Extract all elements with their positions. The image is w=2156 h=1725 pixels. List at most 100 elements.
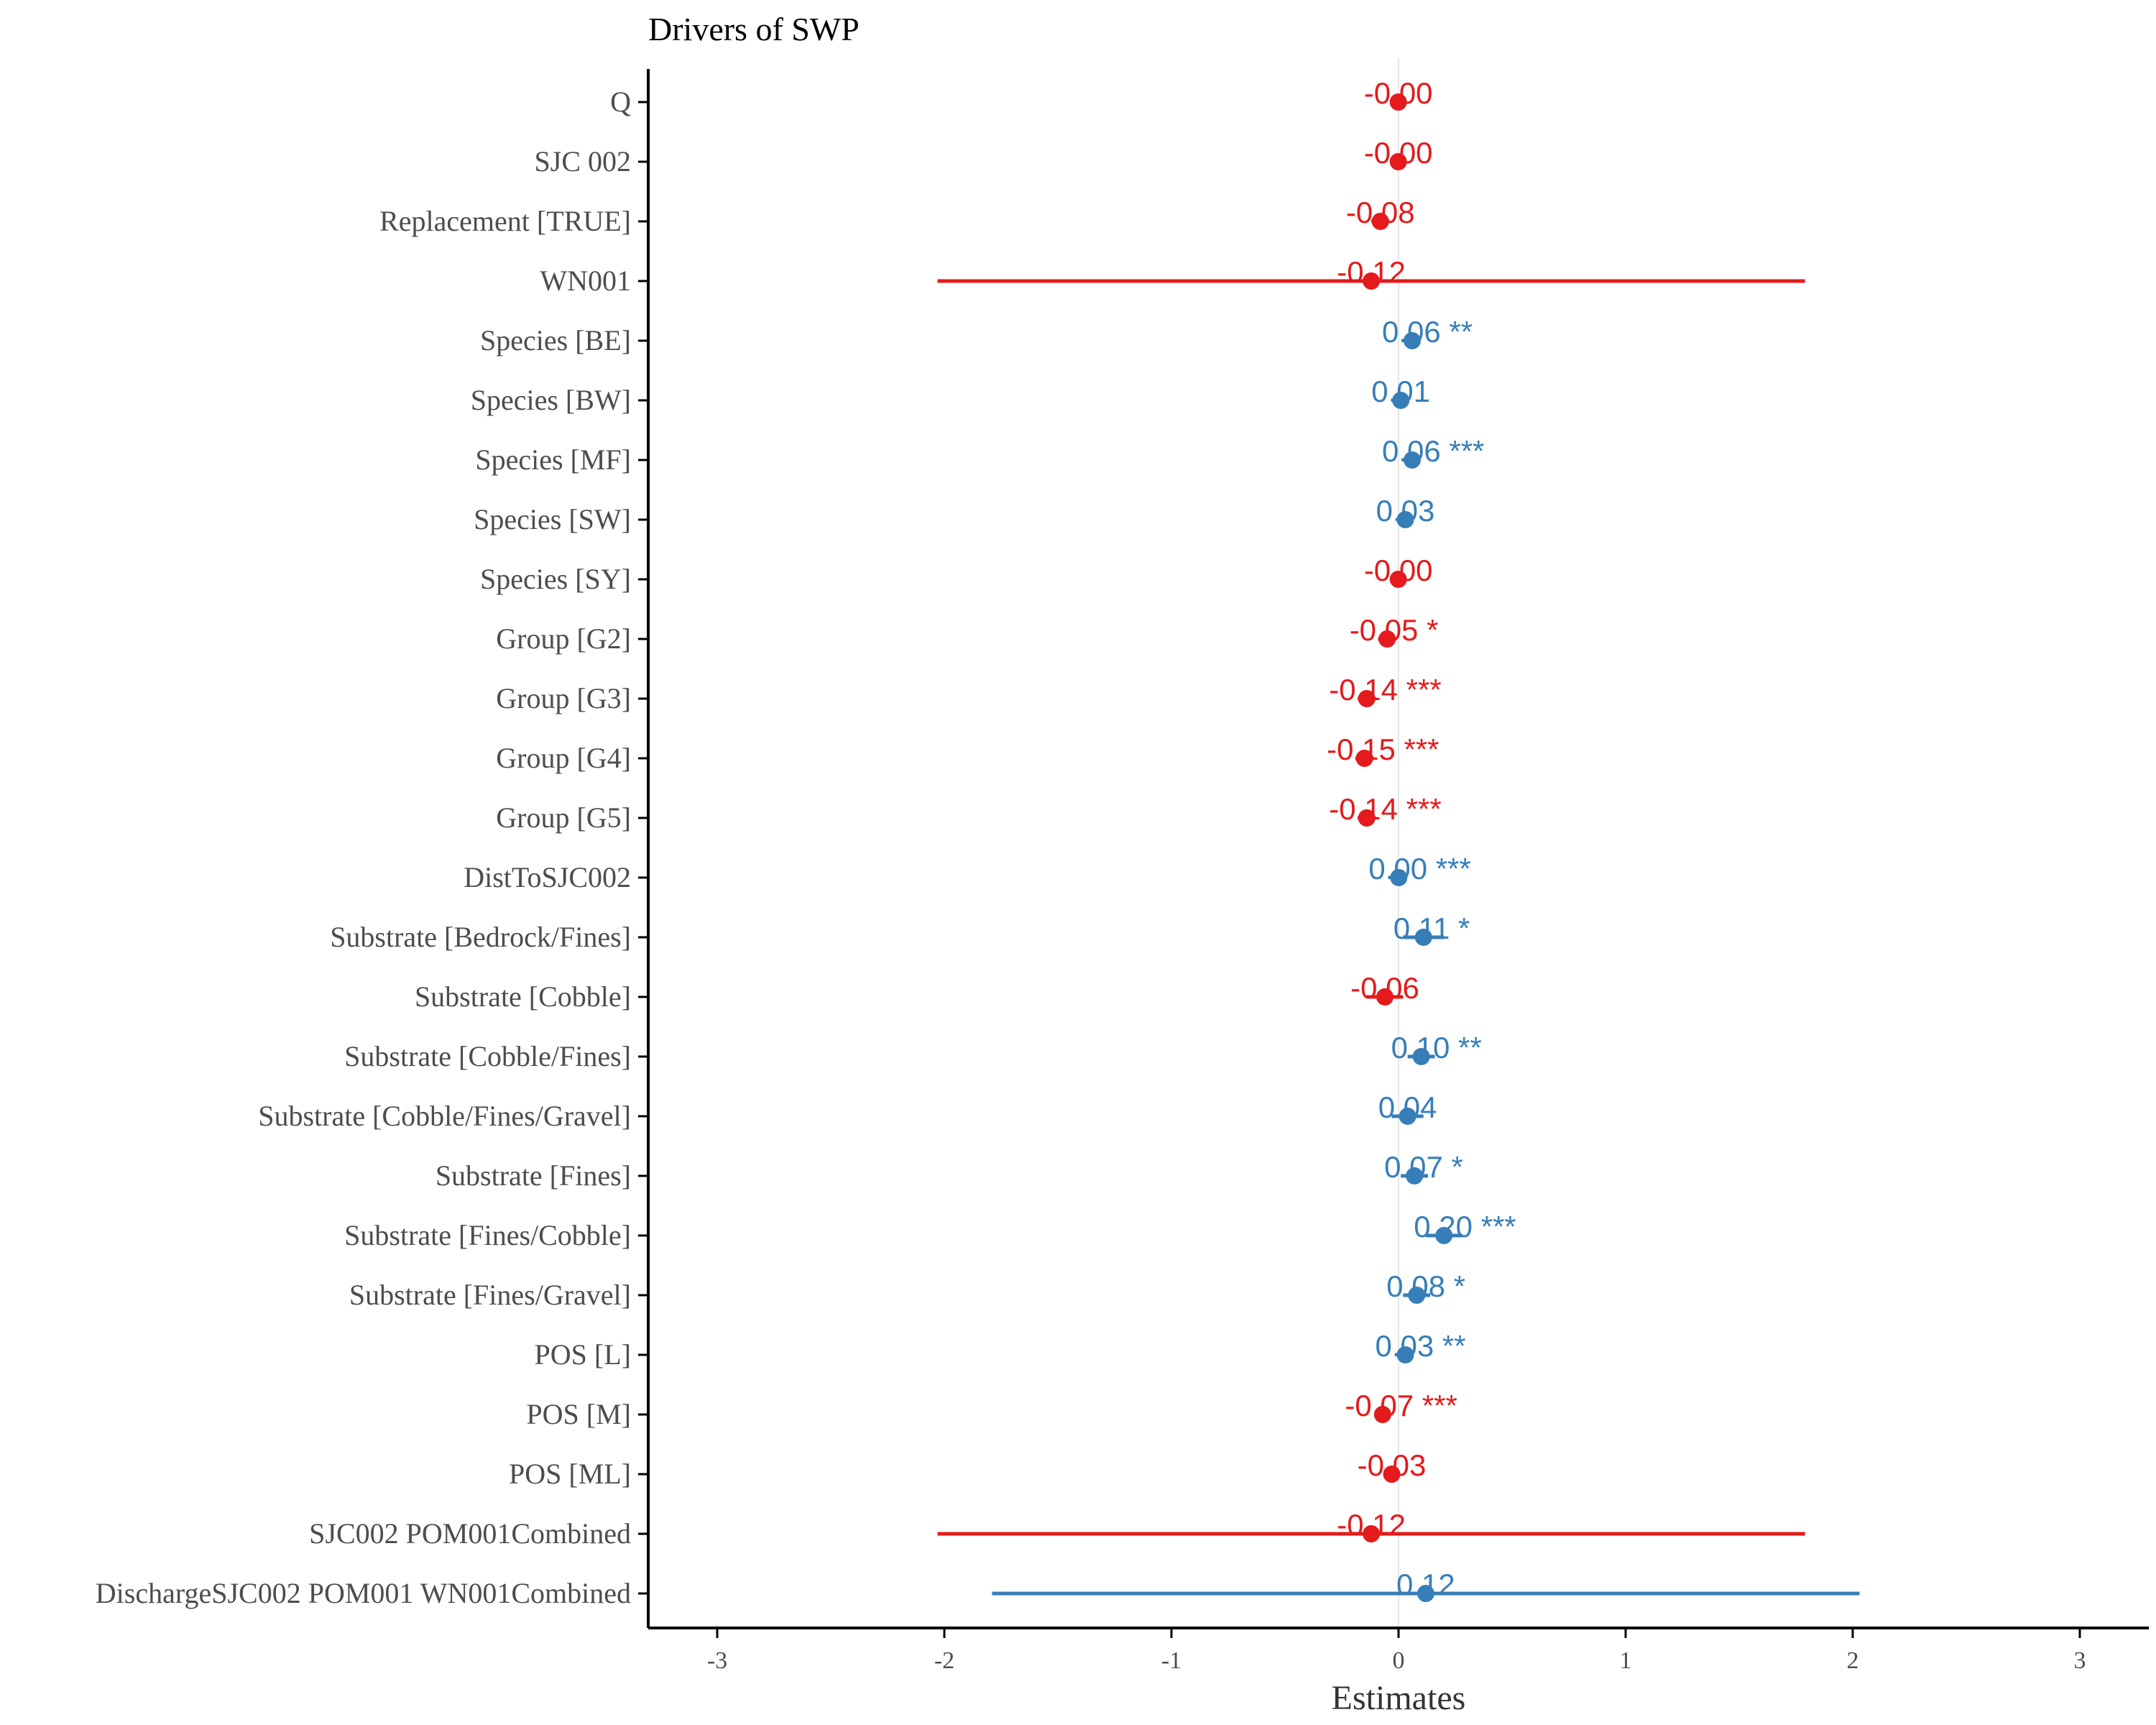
term-label: Species [MF]	[475, 443, 631, 476]
estimate-point	[1376, 988, 1394, 1006]
x-tick-label: -3	[707, 1647, 727, 1674]
term-label: Substrate [Fines/Gravel]	[349, 1279, 631, 1311]
significance-stars: ***	[1441, 434, 1485, 468]
estimate-points	[1355, 93, 1453, 1602]
term-label: DischargeSJC002 POM001 WN001Combined	[96, 1577, 631, 1609]
estimate-label: -0.15 ***	[1327, 732, 1439, 766]
term-label: Group [G5]	[496, 801, 631, 834]
term-label: Substrate [Bedrock/Fines]	[330, 921, 631, 953]
estimate-point	[1396, 511, 1414, 528]
estimate-point	[1392, 392, 1410, 409]
term-labels: Q SJC 002 Replacement [TRUE] WN001 Species […	[96, 86, 648, 1609]
term-label: Substrate [Cobble]	[415, 980, 631, 1013]
significance-stars: **	[1450, 1031, 1481, 1064]
estimate-point	[1412, 1048, 1430, 1065]
estimate-label: 0.07 *	[1384, 1150, 1463, 1184]
significance-stars: ***	[1398, 673, 1442, 707]
significance-stars: **	[1441, 315, 1473, 349]
estimate-point	[1389, 153, 1407, 170]
x-tick-label: -2	[934, 1647, 954, 1674]
estimate-point	[1389, 571, 1407, 588]
estimate-point	[1435, 1227, 1453, 1244]
significance-stars: ***	[1427, 852, 1471, 886]
estimate-point	[1390, 869, 1408, 886]
estimate-point	[1406, 1167, 1424, 1184]
estimate-label: -0.14 ***	[1329, 792, 1441, 826]
significance-stars: *	[1445, 1269, 1465, 1303]
term-label: Group [G2]	[496, 622, 631, 655]
x-tick-label: -1	[1161, 1647, 1181, 1674]
significance-stars: **	[1434, 1329, 1465, 1363]
term-label: Substrate [Fines]	[436, 1159, 631, 1192]
term-label: Substrate [Cobble/Fines/Gravel]	[258, 1100, 631, 1132]
x-tick-label: 0	[1393, 1647, 1405, 1674]
significance-stars: ***	[1473, 1210, 1516, 1243]
term-label: DistToSJC002	[464, 861, 631, 893]
significance-stars: ***	[1414, 1389, 1457, 1422]
term-label: Q	[610, 86, 631, 118]
estimate-point	[1355, 750, 1373, 767]
estimate-label: 0.03	[1376, 494, 1435, 528]
estimate-label: 0.12	[1396, 1568, 1455, 1601]
term-label: Species [SY]	[480, 563, 631, 595]
estimate-label: -0.12	[1337, 1508, 1406, 1542]
term-label: Substrate [Cobble/Fines]	[344, 1040, 631, 1072]
estimate-label: 0.10 **	[1391, 1031, 1482, 1064]
estimate-point	[1363, 1525, 1381, 1542]
estimate-label: -0.14 ***	[1329, 673, 1441, 707]
estimate-label: 0.04	[1378, 1090, 1437, 1124]
x-tick-label: 1	[1620, 1647, 1632, 1674]
term-label: Replacement [TRUE]	[379, 205, 631, 237]
significance-stars: *	[1418, 613, 1438, 647]
estimate-label: 0.00 ***	[1368, 852, 1470, 886]
term-label: POS [M]	[526, 1398, 631, 1430]
estimate-point	[1414, 929, 1432, 946]
significance-stars: ***	[1398, 792, 1442, 826]
estimate-point	[1396, 1346, 1414, 1363]
estimate-point	[1378, 630, 1396, 648]
estimate-label: 0.20 ***	[1414, 1210, 1516, 1243]
estimate-point	[1371, 213, 1389, 230]
estimate-label: 0.11 *	[1393, 911, 1470, 945]
estimate-label: 0.01	[1371, 374, 1430, 408]
estimate-label: 0.06 **	[1382, 315, 1473, 349]
x-ticks: -3 -2 -1 0 1 2 3	[707, 1628, 2086, 1674]
significance-stars: *	[1443, 1150, 1463, 1184]
estimate-label: 0.06 ***	[1382, 434, 1484, 468]
term-label: Species [BE]	[480, 324, 631, 356]
term-label: POS [ML]	[509, 1458, 631, 1490]
estimate-point	[1416, 1585, 1434, 1602]
term-label: Substrate [Fines/Cobble]	[344, 1219, 631, 1251]
estimate-label: -0.05 *	[1350, 613, 1439, 647]
estimate-point	[1363, 272, 1381, 290]
estimate-point	[1358, 690, 1376, 707]
estimate-label: -0.08	[1346, 196, 1415, 229]
term-label: POS [L]	[535, 1338, 631, 1371]
estimate-label: -0.07 ***	[1345, 1389, 1457, 1422]
estimate-label: -0.00	[1364, 553, 1433, 587]
estimate-labels: -0.00 -0.00 -0.08 -0.12 0.06 ** 0.01 0.06 *** 0…	[1327, 76, 1516, 1601]
x-tick-label: 3	[2074, 1647, 2086, 1674]
term-label: SJC002 POM001Combined	[309, 1517, 631, 1550]
estimate-point	[1389, 93, 1407, 111]
estimate-point	[1408, 1287, 1426, 1304]
significance-stars: ***	[1396, 732, 1439, 766]
term-label: Group [G4]	[496, 742, 631, 774]
estimate-point	[1373, 1406, 1391, 1423]
estimate-label: -0.03	[1358, 1448, 1427, 1482]
estimate-label: 0.03 **	[1375, 1329, 1465, 1363]
estimate-point	[1403, 332, 1421, 349]
estimate-label: -0.00	[1364, 136, 1433, 170]
x-tick-label: 2	[1847, 1647, 1859, 1674]
term-label: Group [G3]	[496, 682, 631, 714]
estimate-label: -0.06	[1350, 971, 1419, 1005]
estimate-point	[1383, 1466, 1401, 1483]
term-label: Species [SW]	[474, 503, 631, 535]
estimate-point	[1403, 451, 1421, 469]
estimate-label: 0.08 *	[1386, 1269, 1465, 1303]
x-axis-title: Estimates	[1332, 1679, 1466, 1717]
estimate-label: -0.00	[1364, 76, 1433, 110]
estimate-point	[1399, 1108, 1416, 1125]
